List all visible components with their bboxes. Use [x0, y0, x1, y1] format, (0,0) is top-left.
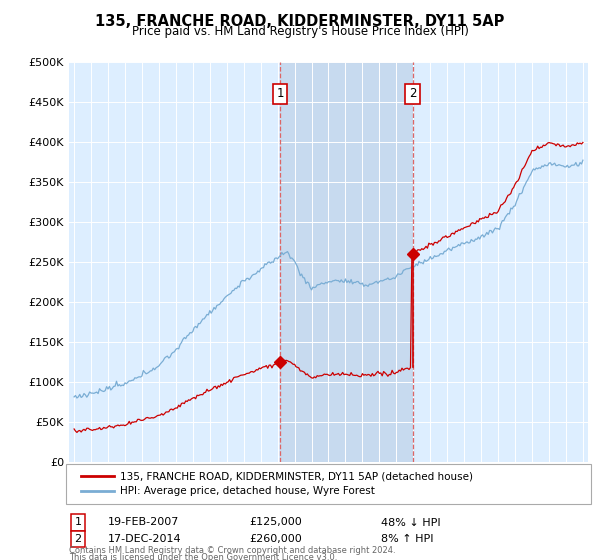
Text: 135, FRANCHE ROAD, KIDDERMINSTER, DY11 5AP (detached house): 135, FRANCHE ROAD, KIDDERMINSTER, DY11 5…	[120, 471, 473, 481]
Text: 1: 1	[74, 517, 82, 528]
Text: 19-FEB-2007: 19-FEB-2007	[108, 517, 179, 528]
Text: 1: 1	[276, 87, 284, 100]
Text: £125,000: £125,000	[249, 517, 302, 528]
Text: 2: 2	[74, 534, 82, 544]
Text: 2: 2	[409, 87, 416, 100]
Text: This data is licensed under the Open Government Licence v3.0.: This data is licensed under the Open Gov…	[69, 553, 337, 560]
Text: Contains HM Land Registry data © Crown copyright and database right 2024.: Contains HM Land Registry data © Crown c…	[69, 546, 395, 555]
Text: 17-DEC-2014: 17-DEC-2014	[108, 534, 182, 544]
Text: HPI: Average price, detached house, Wyre Forest: HPI: Average price, detached house, Wyre…	[120, 487, 375, 497]
Text: £260,000: £260,000	[249, 534, 302, 544]
Text: 135, FRANCHE ROAD, KIDDERMINSTER, DY11 5AP: 135, FRANCHE ROAD, KIDDERMINSTER, DY11 5…	[95, 14, 505, 29]
Bar	[280, 62, 413, 462]
Text: Price paid vs. HM Land Registry's House Price Index (HPI): Price paid vs. HM Land Registry's House …	[131, 25, 469, 38]
Text: 8% ↑ HPI: 8% ↑ HPI	[381, 534, 433, 544]
Text: 48% ↓ HPI: 48% ↓ HPI	[381, 517, 440, 528]
